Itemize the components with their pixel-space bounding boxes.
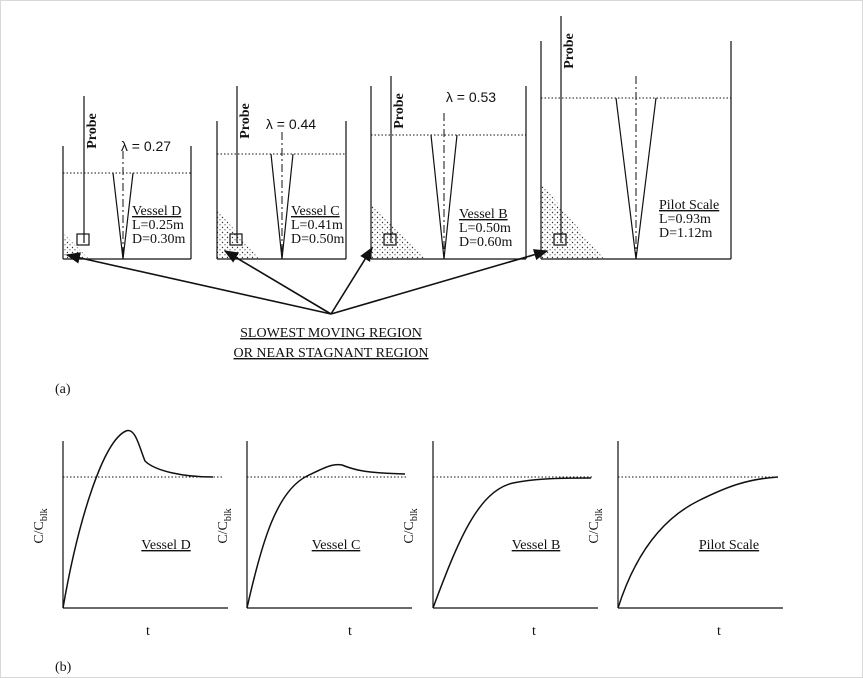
- vessel-length: L=0.93m: [659, 212, 711, 227]
- panel-label: (a): [55, 382, 71, 397]
- probe-label: Probe: [238, 103, 253, 139]
- y-axis-label: C/Cblk: [402, 508, 420, 543]
- y-axis-label: C/Cblk: [587, 508, 605, 543]
- vessel-name: Vessel B: [459, 207, 508, 222]
- vessel-length: L=0.41m: [291, 218, 343, 233]
- x-axis-label: t: [146, 624, 150, 639]
- page: Probeλ = 0.27Vessel DL=0.25mD=0.30mProbe…: [0, 0, 863, 678]
- caption: OR NEAR STAGNANT REGION: [233, 346, 428, 361]
- probe-label: Probe: [392, 93, 407, 129]
- plot-name: Vessel B: [512, 538, 561, 553]
- figure: Probeλ = 0.27Vessel DL=0.25mD=0.30mProbe…: [1, 1, 862, 677]
- y-axis-label: C/Cblk: [216, 508, 234, 543]
- y-axis-label-main: C/C: [216, 521, 231, 544]
- y-axis-label-sub: blk: [409, 508, 420, 521]
- vessel-name: Pilot Scale: [659, 198, 719, 213]
- x-axis-label: t: [348, 624, 352, 639]
- probe-label: Probe: [85, 113, 100, 149]
- panel-label: (b): [55, 660, 72, 675]
- y-axis-label: C/Cblk: [32, 508, 50, 543]
- plot-name: Vessel D: [141, 538, 190, 553]
- stagnant-region: [541, 183, 604, 259]
- y-axis-label-sub: blk: [223, 508, 234, 521]
- vessel-name: Vessel D: [132, 204, 181, 219]
- vessel-diameter: D=0.30m: [132, 232, 186, 247]
- vessel-length: L=0.50m: [459, 221, 511, 236]
- lambda-label: λ = 0.53: [446, 89, 496, 105]
- lambda-label: λ = 0.44: [266, 116, 316, 132]
- y-axis-label-main: C/C: [402, 521, 417, 544]
- caption: SLOWEST MOVING REGION: [240, 326, 422, 341]
- arrow: [225, 251, 331, 314]
- y-axis-label-main: C/C: [587, 521, 602, 544]
- probe-label: Probe: [562, 33, 577, 69]
- lambda-label: λ = 0.27: [121, 138, 171, 154]
- vessel-diameter: D=0.50m: [291, 232, 345, 247]
- y-axis-label-sub: blk: [39, 508, 50, 521]
- response-curve: [63, 430, 213, 608]
- vessel-diameter: D=1.12m: [659, 226, 713, 241]
- response-curve: [247, 465, 405, 608]
- plot-name: Pilot Scale: [699, 538, 759, 553]
- arrow: [67, 255, 331, 314]
- stagnant-region: [63, 233, 89, 259]
- stagnant-region: [371, 203, 426, 259]
- x-axis-label: t: [532, 624, 536, 639]
- vessel-diameter: D=0.60m: [459, 235, 513, 250]
- y-axis-label-main: C/C: [32, 521, 47, 544]
- y-axis-label-sub: blk: [594, 508, 605, 521]
- x-axis-label: t: [717, 624, 721, 639]
- probe-tip: [77, 234, 89, 245]
- vessel-length: L=0.25m: [132, 218, 184, 233]
- vessel-name: Vessel C: [291, 204, 340, 219]
- plot-name: Vessel C: [312, 538, 361, 553]
